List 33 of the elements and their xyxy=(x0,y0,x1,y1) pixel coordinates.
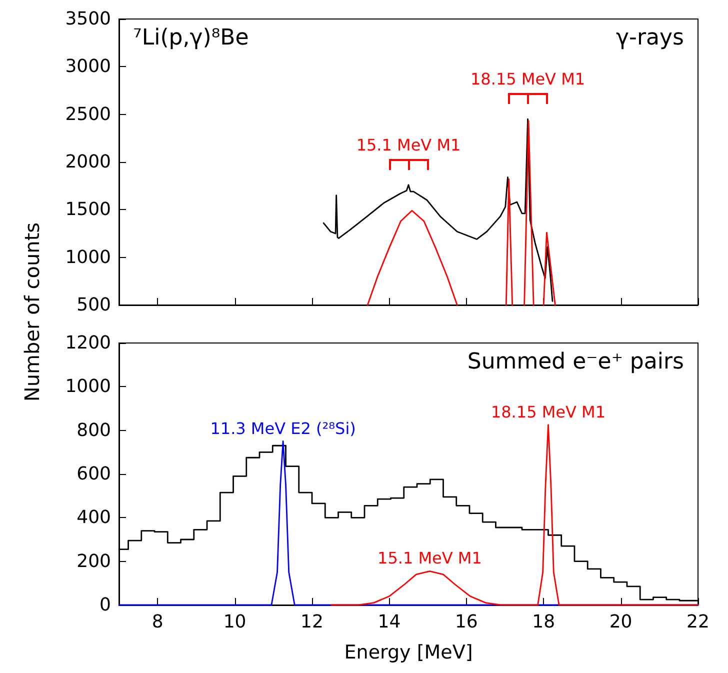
x-tick-label: 16 xyxy=(454,612,478,632)
x-tick-label: 18 xyxy=(532,612,556,632)
y-tick-label: 3500 xyxy=(65,8,111,30)
y-tick-label: 600 xyxy=(76,464,111,484)
y-tick-label: 400 xyxy=(76,507,111,528)
x-tick-label: 20 xyxy=(609,612,632,632)
line-series xyxy=(322,118,554,302)
y-tick-label: 3000 xyxy=(65,56,111,78)
y-tick-label: 500 xyxy=(76,294,111,316)
y-tick-label: 2000 xyxy=(65,152,111,172)
x-tick-label: 8 xyxy=(152,612,164,632)
annotation: 15.1 MeV M1 xyxy=(356,135,461,154)
annotation: 18.15 MeV M1 xyxy=(490,402,606,422)
annotation: 15.1 MeV M1 xyxy=(378,548,482,568)
annotation: 18.15 MeV M1 xyxy=(470,70,586,89)
annotation: ⁷Li(p,γ)⁸Be xyxy=(133,26,249,50)
y-tick-label: 1200 xyxy=(65,332,111,354)
y-axis-title: Number of counts xyxy=(20,222,44,402)
annotation: γ-rays xyxy=(616,26,684,50)
y-tick-label: 200 xyxy=(76,550,111,572)
x-tick-label: 22 xyxy=(686,612,710,632)
x-tick-label: 12 xyxy=(300,612,324,632)
y-tick-label: 1000 xyxy=(65,376,111,398)
annotation: 11.3 MeV E2 (²⁸Si) xyxy=(210,418,356,438)
x-axis-title: Energy [MeV] xyxy=(344,642,473,664)
y-tick-label: 1000 xyxy=(65,246,111,268)
y-tick-label: 800 xyxy=(76,420,111,441)
y-tick-label: 0 xyxy=(100,594,111,616)
x-tick-label: 14 xyxy=(378,612,401,632)
y-tick-label: 2500 xyxy=(65,104,111,125)
y-tick-label: 1500 xyxy=(65,199,111,220)
x-tick-label: 10 xyxy=(223,612,246,632)
annotation: Summed e⁻e⁺ pairs xyxy=(467,350,684,374)
